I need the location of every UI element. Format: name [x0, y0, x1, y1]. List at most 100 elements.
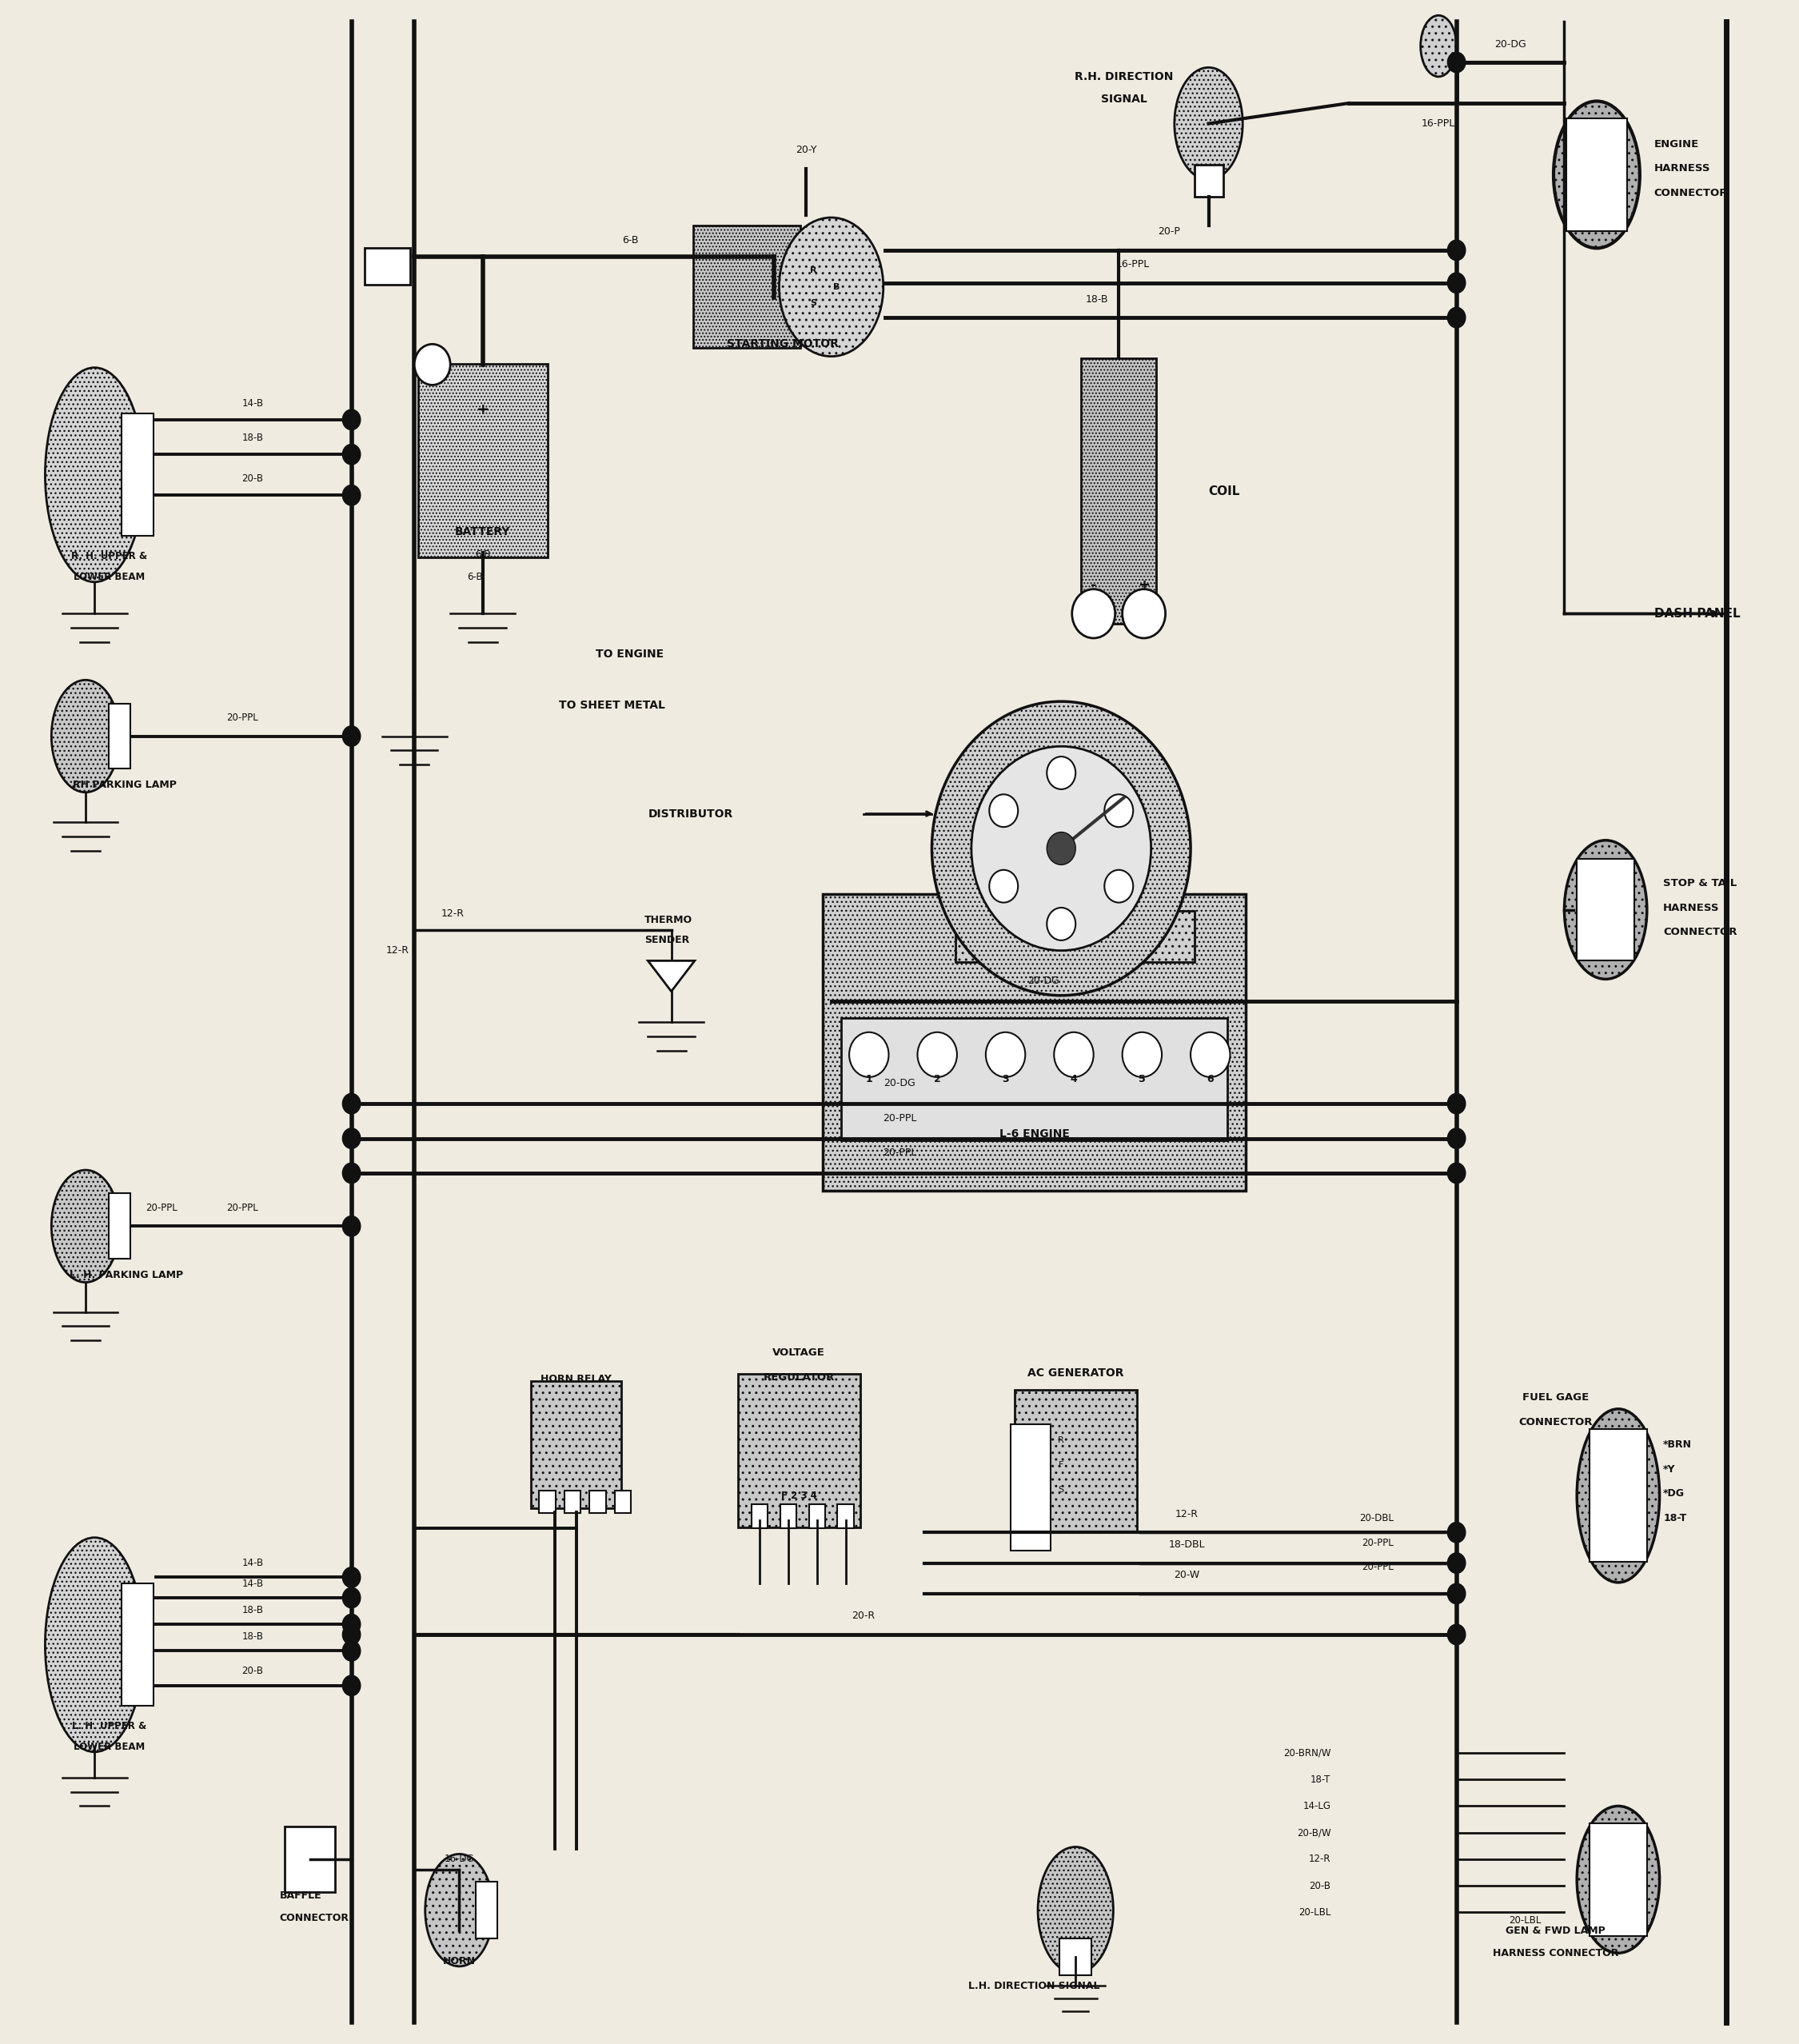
Text: GEN & FWD LAMP: GEN & FWD LAMP	[1506, 1925, 1605, 1936]
Circle shape	[342, 484, 360, 505]
Ellipse shape	[1421, 16, 1457, 78]
Text: 20-PPL: 20-PPL	[883, 1112, 916, 1122]
Text: VOLTAGE: VOLTAGE	[772, 1347, 826, 1357]
Text: L. H. PARKING LAMP: L. H. PARKING LAMP	[70, 1269, 183, 1280]
Text: 6-B: 6-B	[622, 235, 639, 245]
Bar	[590, 1490, 606, 1513]
Circle shape	[342, 1676, 360, 1697]
Text: 12-R: 12-R	[1175, 1508, 1198, 1519]
Bar	[531, 1382, 621, 1508]
Ellipse shape	[1038, 1848, 1114, 1972]
Text: *Y: *Y	[1662, 1464, 1675, 1474]
Bar	[122, 1584, 155, 1707]
Text: 20-PPL: 20-PPL	[227, 713, 257, 724]
Circle shape	[342, 726, 360, 746]
Bar	[838, 1504, 855, 1529]
Polygon shape	[648, 961, 694, 991]
Text: R. H. UPPER &: R. H. UPPER &	[70, 552, 148, 562]
Text: 20-B: 20-B	[241, 474, 263, 484]
Bar	[738, 1374, 860, 1527]
Circle shape	[1047, 908, 1076, 940]
Text: REGULATOR: REGULATOR	[763, 1372, 835, 1382]
Text: 20-PPL: 20-PPL	[1362, 1537, 1394, 1547]
Text: 18-B: 18-B	[241, 433, 263, 444]
Bar	[122, 413, 155, 536]
Circle shape	[1105, 795, 1133, 828]
Circle shape	[1105, 871, 1133, 903]
Circle shape	[1191, 1032, 1231, 1077]
Text: 20-W: 20-W	[1175, 1570, 1200, 1580]
Circle shape	[986, 1032, 1025, 1077]
Circle shape	[1123, 589, 1166, 638]
Ellipse shape	[52, 681, 121, 793]
Text: TO SHEET METAL: TO SHEET METAL	[559, 699, 666, 711]
Text: CONNECTOR: CONNECTOR	[1518, 1416, 1592, 1427]
Bar	[1195, 164, 1223, 196]
Circle shape	[1047, 832, 1076, 865]
Circle shape	[1448, 1625, 1466, 1645]
Text: 20-PPL: 20-PPL	[1362, 1562, 1394, 1572]
Circle shape	[1054, 1032, 1094, 1077]
Text: ENGINE: ENGINE	[1653, 139, 1698, 149]
Bar	[1567, 119, 1628, 231]
Circle shape	[917, 1032, 957, 1077]
Text: 20-DG: 20-DG	[1495, 39, 1526, 49]
Text: 20-PPL: 20-PPL	[883, 1147, 916, 1157]
Bar	[417, 364, 547, 558]
Circle shape	[342, 1094, 360, 1114]
Text: *BRN: *BRN	[1662, 1439, 1691, 1449]
Text: 20-P: 20-P	[1159, 227, 1180, 237]
Text: R: R	[810, 266, 817, 274]
Text: L.H. DIRECTION SIGNAL: L.H. DIRECTION SIGNAL	[968, 1981, 1099, 1991]
Circle shape	[1448, 53, 1466, 74]
Text: 20-R: 20-R	[853, 1611, 874, 1621]
Bar	[781, 1504, 797, 1529]
Circle shape	[932, 701, 1191, 995]
Text: HORN: HORN	[443, 1956, 475, 1966]
Bar	[693, 225, 801, 347]
Text: 20-DBL: 20-DBL	[1360, 1513, 1394, 1523]
Text: AC GENERATOR: AC GENERATOR	[1027, 1367, 1124, 1380]
Text: STARTING MOTOR: STARTING MOTOR	[727, 339, 838, 350]
Text: 20-B: 20-B	[241, 1666, 263, 1676]
Circle shape	[1448, 1163, 1466, 1183]
Bar	[1015, 1390, 1137, 1533]
Text: 4: 4	[1070, 1073, 1078, 1085]
Circle shape	[989, 795, 1018, 828]
Text: 18-B: 18-B	[241, 1631, 263, 1641]
Circle shape	[342, 1568, 360, 1588]
Text: CONNECTOR: CONNECTOR	[1653, 188, 1729, 198]
Text: 1: 1	[865, 1073, 873, 1085]
Text: -: -	[1090, 578, 1097, 593]
Ellipse shape	[45, 368, 144, 583]
Text: F: F	[1058, 1461, 1063, 1470]
Text: L-6 ENGINE: L-6 ENGINE	[998, 1128, 1069, 1141]
Text: HORN RELAY: HORN RELAY	[540, 1374, 612, 1384]
Text: S: S	[810, 298, 817, 307]
Circle shape	[342, 444, 360, 464]
Circle shape	[849, 1032, 889, 1077]
Text: R: R	[1058, 1437, 1065, 1445]
Text: 18-B: 18-B	[241, 1605, 263, 1615]
Bar	[110, 1194, 131, 1259]
Text: SIGNAL: SIGNAL	[1101, 94, 1148, 104]
Bar	[824, 895, 1245, 1190]
Bar	[1081, 358, 1157, 623]
Text: S: S	[1058, 1486, 1063, 1494]
Text: 20-B: 20-B	[1310, 1880, 1331, 1891]
Circle shape	[342, 1216, 360, 1237]
Text: 6-B: 6-B	[475, 550, 491, 560]
Ellipse shape	[1175, 67, 1243, 180]
Circle shape	[1448, 1553, 1466, 1574]
Bar	[1590, 1429, 1646, 1562]
Text: DISTRIBUTOR: DISTRIBUTOR	[648, 807, 732, 820]
Circle shape	[989, 871, 1018, 903]
Text: 18-DBL: 18-DBL	[1169, 1539, 1205, 1549]
Ellipse shape	[779, 217, 883, 356]
Text: 20-LBL: 20-LBL	[1299, 1907, 1331, 1917]
Text: 14-B: 14-B	[241, 1558, 263, 1568]
Circle shape	[971, 746, 1151, 950]
Bar	[1011, 1425, 1051, 1551]
Text: 16-PPL: 16-PPL	[1421, 119, 1455, 129]
Text: 2: 2	[934, 1073, 941, 1085]
